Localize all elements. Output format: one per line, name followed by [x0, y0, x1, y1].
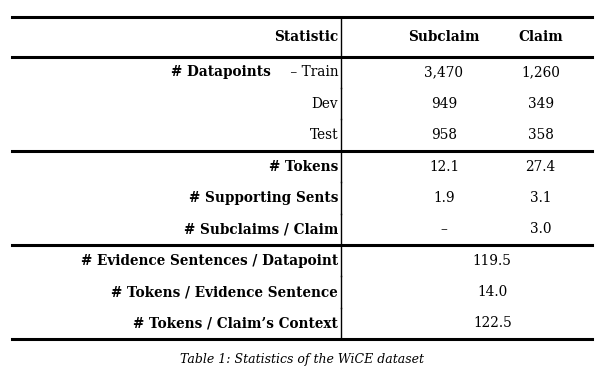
Text: # Evidence Sentences / Datapoint: # Evidence Sentences / Datapoint	[81, 254, 338, 268]
Text: – Train: – Train	[286, 65, 338, 79]
Text: 958: 958	[431, 128, 457, 142]
Text: Table 1: Statistics of the WiCE dataset: Table 1: Statistics of the WiCE dataset	[180, 353, 424, 366]
Text: 1,260: 1,260	[521, 65, 560, 79]
Text: Test: Test	[310, 128, 338, 142]
Text: 12.1: 12.1	[429, 160, 459, 174]
Text: # Supporting Sents: # Supporting Sents	[189, 191, 338, 205]
Text: # Tokens / Claim’s Context: # Tokens / Claim’s Context	[133, 316, 338, 330]
Text: 3,470: 3,470	[425, 65, 463, 79]
Text: 122.5: 122.5	[473, 316, 512, 330]
Text: 1.9: 1.9	[433, 191, 455, 205]
Text: Claim: Claim	[518, 30, 563, 44]
Text: 14.0: 14.0	[477, 285, 507, 299]
Text: Dev: Dev	[312, 97, 338, 111]
Text: # Tokens / Evidence Sentence: # Tokens / Evidence Sentence	[112, 285, 338, 299]
Text: 358: 358	[528, 128, 553, 142]
Text: 119.5: 119.5	[473, 254, 512, 268]
Text: –: –	[440, 222, 448, 236]
Text: # Datapoints: # Datapoints	[170, 65, 271, 79]
Text: 3.0: 3.0	[530, 222, 551, 236]
Text: 3.1: 3.1	[530, 191, 551, 205]
Text: # Subclaims / Claim: # Subclaims / Claim	[184, 222, 338, 236]
Text: Subclaim: Subclaim	[408, 30, 480, 44]
Text: 27.4: 27.4	[525, 160, 556, 174]
Text: 949: 949	[431, 97, 457, 111]
Text: # Tokens: # Tokens	[269, 160, 338, 174]
Text: Statistic: Statistic	[274, 30, 338, 44]
Text: 349: 349	[527, 97, 554, 111]
